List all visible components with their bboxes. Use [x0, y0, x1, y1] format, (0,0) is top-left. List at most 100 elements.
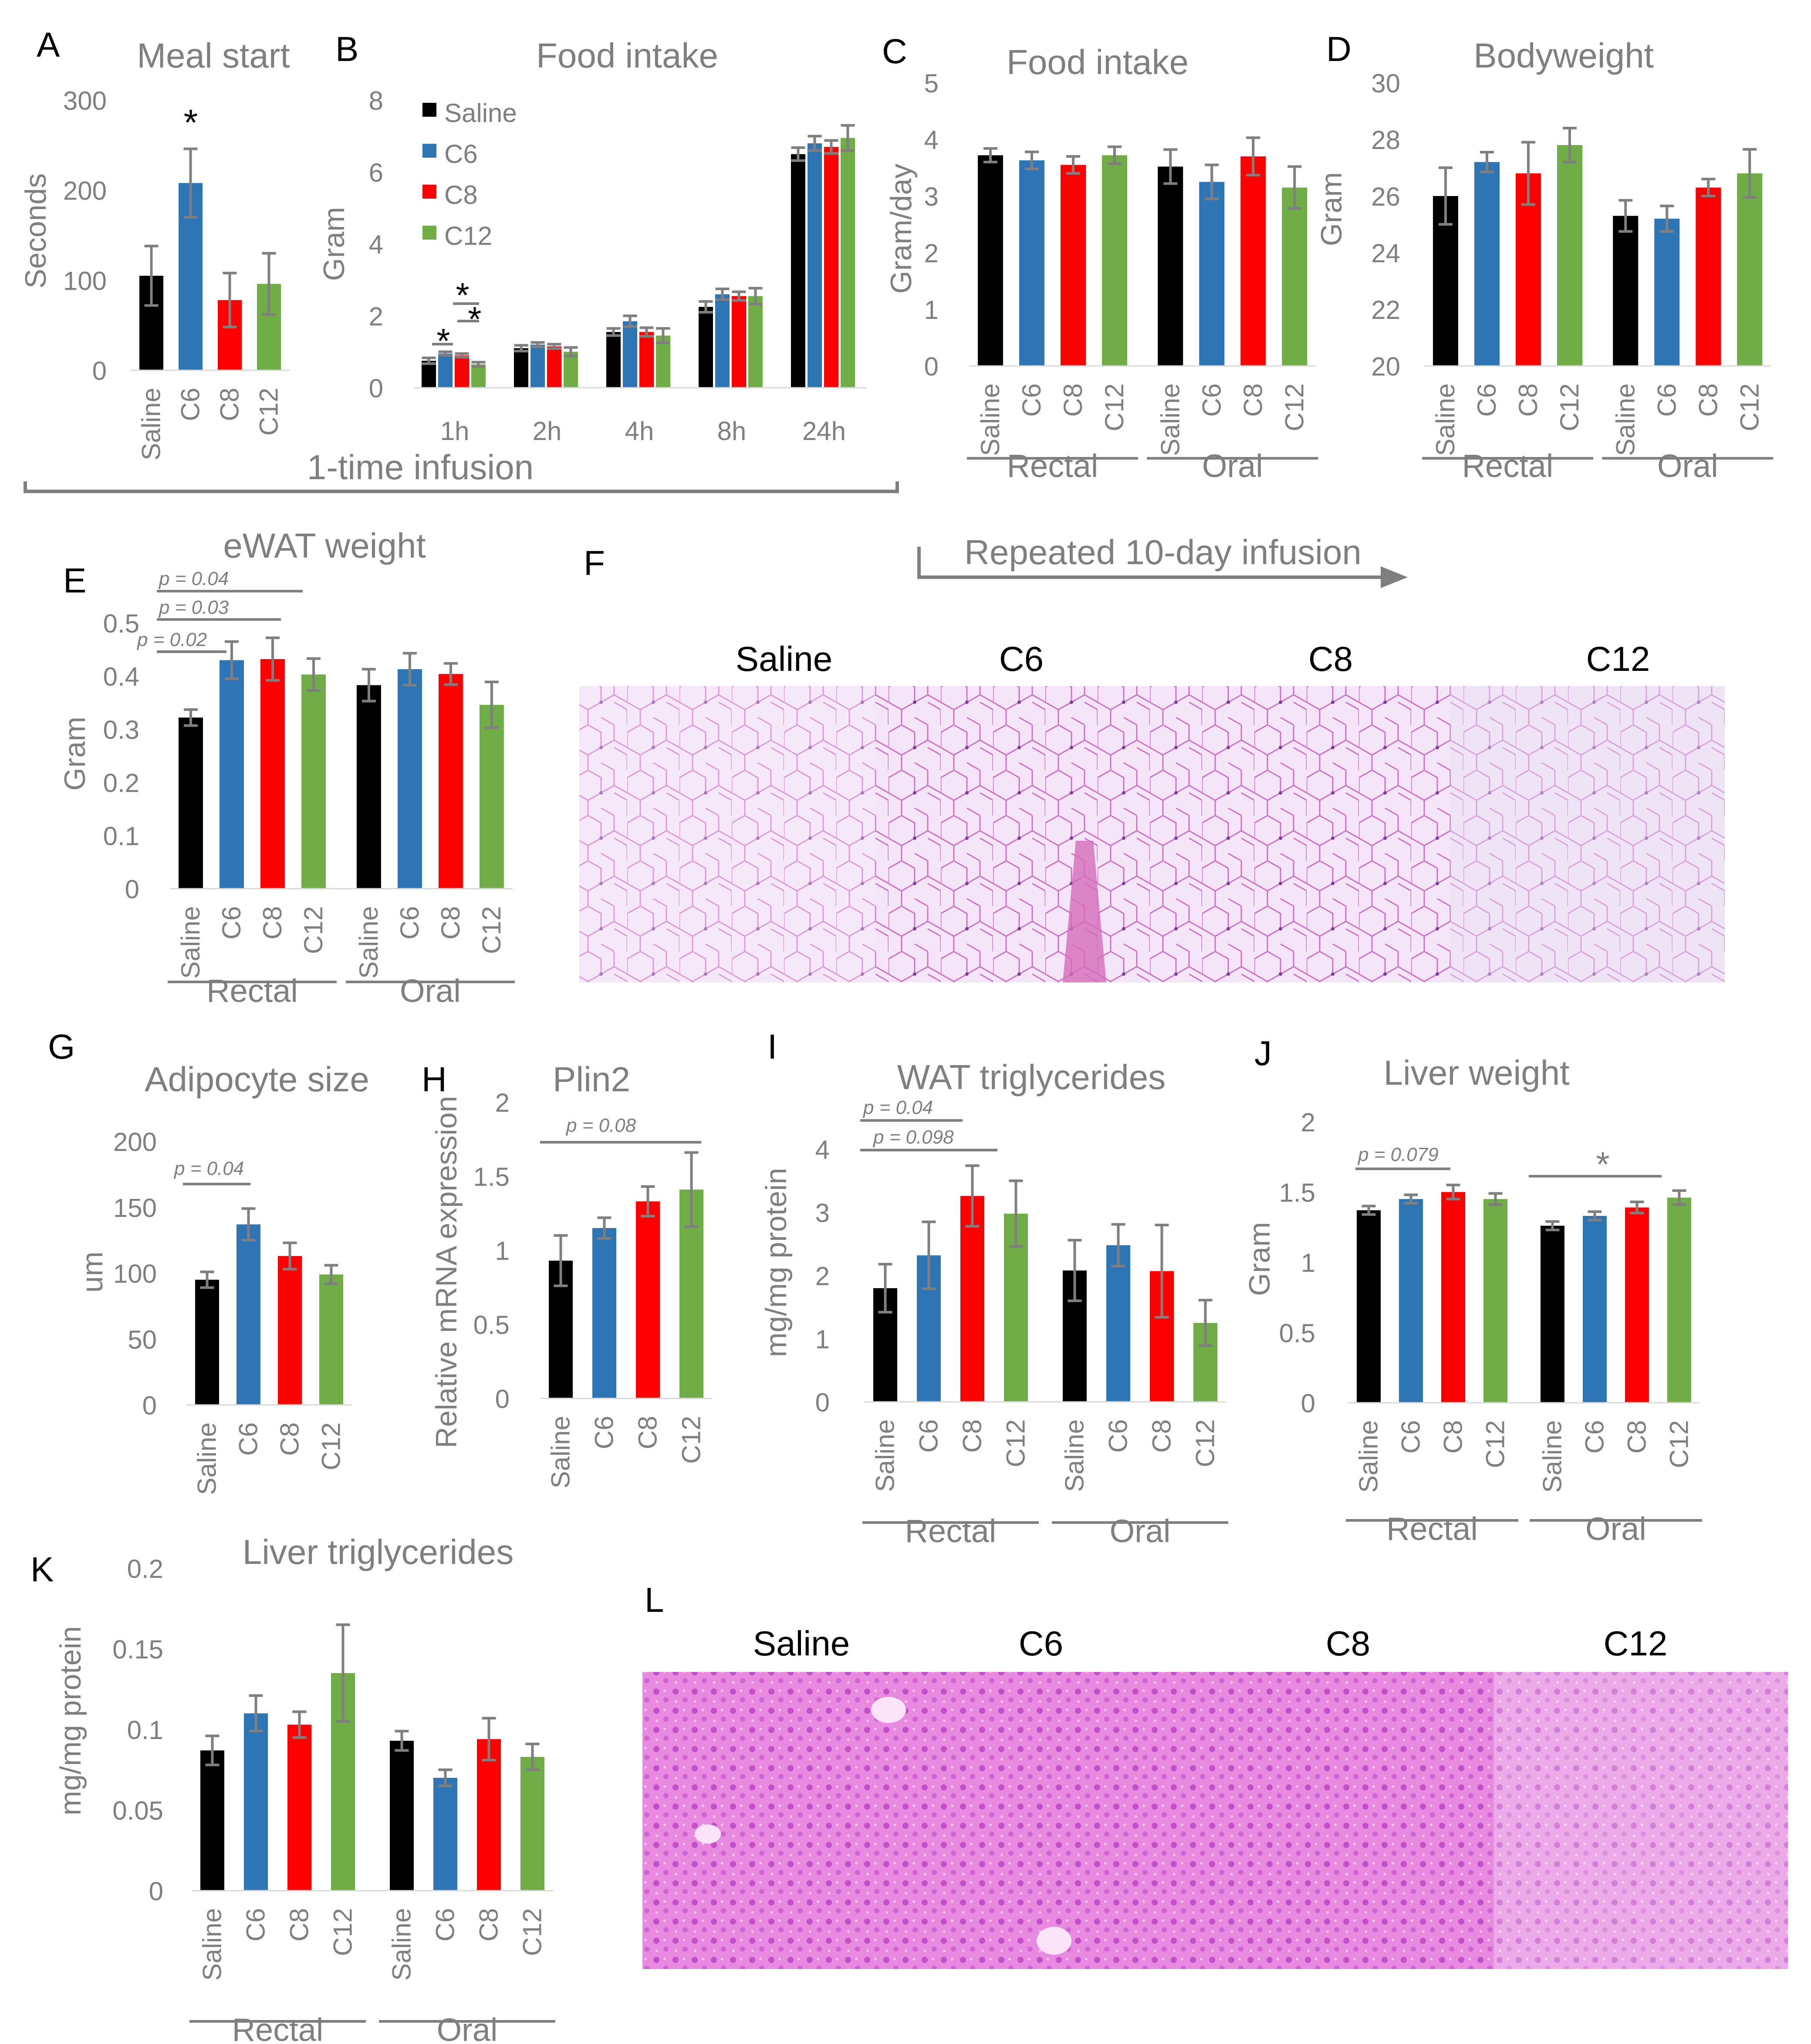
pvalue-label-h: p = 0.08: [565, 1115, 636, 1136]
x-tick-label: C8: [258, 906, 287, 940]
bar-saline-8h: [699, 307, 713, 388]
y-tick-label: 1: [1301, 1249, 1315, 1278]
x-tick-label: C12: [1735, 383, 1764, 431]
panel-h-plin2: H Plin2 Relative mRNA expression 0 0.5 1 1.…: [422, 1060, 712, 1489]
y-axis-label-h: Relative mRNA expression: [430, 1096, 463, 1448]
bar-saline-24h: [791, 154, 805, 388]
x-tick-label: C6: [234, 1422, 263, 1456]
bar-saline-rectal: [200, 1750, 224, 1891]
legend-swatch-saline: [422, 103, 436, 117]
y-tick-label: 0: [1301, 1389, 1315, 1418]
x-labels-k: Saline C6 C8 C12 Saline C6 C8 C12: [198, 1908, 547, 1981]
bar-c12-rectal: [1483, 1199, 1507, 1403]
x-tick-label: C12: [1555, 383, 1584, 431]
y-tick-label: 0: [369, 374, 383, 403]
panel-i-wat-triglycerides: I WAT triglycerides mg/mg protein 01234 …: [760, 1027, 1228, 1549]
significance-b: [432, 302, 479, 345]
x-tick-label: Saline: [387, 1908, 416, 1981]
y-tick-label: 0.4: [103, 662, 139, 691]
bar-c8-2h: [547, 346, 561, 388]
y-tick-label: 1: [495, 1236, 510, 1266]
y-tick-label: 150: [113, 1193, 157, 1222]
panel-a-meal-start: A Meal start Seconds 0 100 200 300 Saline C6…: [19, 25, 290, 460]
bar-c6-oral: [397, 669, 422, 889]
bars-b: [414, 124, 867, 389]
bar-c8-rectal: [960, 1196, 984, 1402]
x-tick-label: Saline: [546, 1416, 575, 1489]
bar-c8-oral: [1240, 156, 1266, 366]
bar-c6-oral: [433, 1778, 457, 1891]
y-axis-label-b: Gram: [318, 207, 351, 281]
significance-star-a: *: [184, 102, 198, 143]
y-tick-label: 0: [815, 1388, 830, 1417]
y-tick-label: 2: [369, 302, 383, 331]
y-tick-label: 100: [113, 1259, 157, 1289]
chart-title-g: Adipocyte size: [145, 1060, 369, 1099]
histology-f-label-c6: C6: [999, 640, 1044, 678]
panel-j-liver-weight: J Liver weight Gram 0 0.5 1 1.5 2 Saline C6 C8…: [1243, 1034, 1702, 1547]
y-tick-label: 0: [125, 875, 139, 904]
route-label-rectal: Rectal: [206, 973, 298, 1009]
route-label-rectal: Rectal: [1386, 1511, 1478, 1547]
panel-letter-g: G: [48, 1027, 75, 1066]
liver-histology-image: [642, 1672, 1788, 1969]
y-tick-label: 6: [369, 158, 383, 187]
x-tick-label: Saline: [1060, 1419, 1089, 1492]
y-ticks-g: 0 50 100 150 200: [113, 1127, 157, 1420]
x-tick-label: C8: [633, 1416, 662, 1449]
x-tick-label: C12: [1481, 1420, 1510, 1468]
y-axis-label-e: Gram: [58, 717, 91, 791]
x-tick-label: C6: [1104, 1419, 1133, 1453]
x-tick-label: 4h: [625, 416, 654, 446]
y-tick-label: 0: [924, 352, 939, 381]
route-labels-d: Rectal Oral: [1422, 448, 1774, 484]
route-label-rectal: Rectal: [1007, 448, 1098, 484]
pvalue-label-i-2: p = 0.098: [872, 1127, 954, 1148]
chart-title-b: Food intake: [536, 36, 718, 75]
histology-l-label-c6: C6: [1019, 1624, 1063, 1663]
route-label-oral: Oral: [1202, 448, 1263, 484]
y-tick-label: 22: [1371, 295, 1400, 325]
route-label-oral: Oral: [1585, 1511, 1646, 1547]
pvalue-label-j: p = 0.079: [1357, 1144, 1439, 1165]
x-labels-h: Saline C6 C8 C12: [546, 1416, 706, 1489]
x-tick-label: C8: [1147, 1419, 1176, 1453]
x-tick-label: C8: [1058, 383, 1088, 417]
bar-saline-rectal: [978, 155, 1003, 366]
y-tick-label: 0.3: [103, 715, 139, 745]
x-tick-label: Saline: [176, 906, 205, 979]
route-label-oral: Oral: [400, 973, 461, 1009]
chart-title-a: Meal start: [137, 36, 290, 75]
bar-saline-rectal: [1357, 1210, 1381, 1403]
x-tick-label: C12: [1001, 1419, 1031, 1467]
bar-c6-oral: [1199, 182, 1225, 366]
legend-label-c6: C6: [444, 139, 478, 169]
y-tick-label: 1.5: [473, 1162, 510, 1191]
x-tick-label: C6: [590, 1416, 619, 1449]
x-tick-label: C8: [1439, 1420, 1468, 1454]
y-ticks-b: 0 2 4 6 8: [369, 86, 383, 403]
panel-letter-e: E: [63, 561, 86, 600]
bar-saline-oral: [1158, 166, 1183, 366]
legend-swatch-c8: [422, 185, 436, 199]
x-tick-label: Saline: [871, 1419, 900, 1492]
bar-saline-1h: [422, 361, 436, 388]
y-tick-label: 0: [149, 1877, 163, 1906]
bar-c6-8h: [715, 294, 730, 388]
bar-saline-oral: [390, 1740, 414, 1891]
x-labels-g: Saline C6 C8 C12: [193, 1422, 346, 1495]
x-tick-label: C8: [285, 1908, 314, 1942]
panel-d-bodyweight: D Bodyweight Gram 20 22 24 26 28 30 Saline C6 C…: [1315, 30, 1774, 484]
bars-i: [865, 1164, 1226, 1403]
y-ticks-h: 0 0.5 1 1.5 2: [473, 1088, 510, 1414]
bar-c12-4h: [656, 335, 670, 388]
y-tick-label: 0.2: [103, 768, 139, 798]
pvalue-brackets-i: [860, 1119, 997, 1151]
y-ticks-c: 0 1 2 3 4 5: [924, 69, 939, 381]
repeated-infusion-label: Repeated 10-day infusion: [964, 533, 1362, 572]
panel-g-adipocyte-size: G Adipocyte size um 0 50 100 150 200 Saline C…: [48, 1027, 369, 1495]
bar-c8-8h: [732, 296, 746, 388]
bars-c: [969, 136, 1316, 367]
bar-c6-rectal: [592, 1228, 616, 1398]
x-tick-label: Saline: [1611, 383, 1640, 456]
